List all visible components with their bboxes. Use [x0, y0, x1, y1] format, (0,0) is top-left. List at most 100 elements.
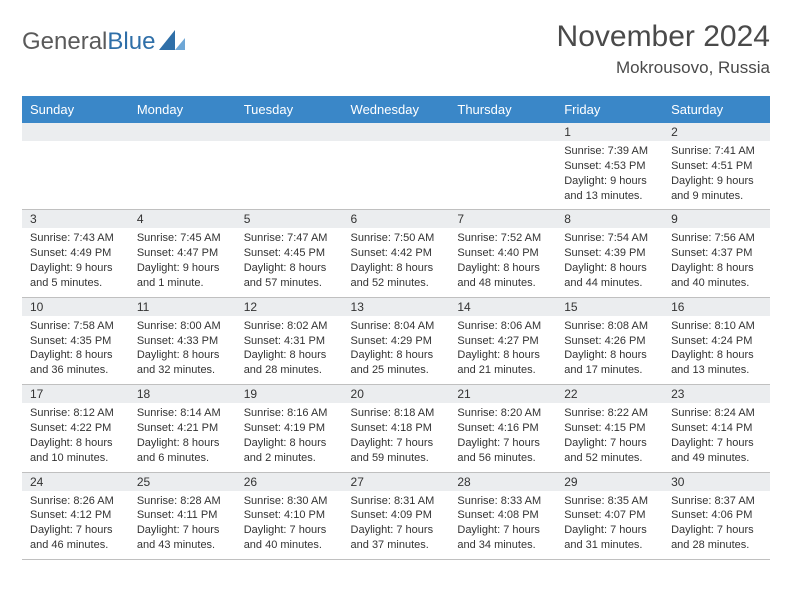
day-line: Sunset: 4:51 PM	[671, 159, 762, 174]
day-line: and 25 minutes.	[351, 363, 442, 378]
day-line: Sunrise: 8:02 AM	[244, 319, 335, 334]
day-line: Sunrise: 8:37 AM	[671, 494, 762, 509]
day-line: Daylight: 9 hours	[137, 261, 228, 276]
day-line: Sunrise: 8:14 AM	[137, 406, 228, 421]
day-line: Sunset: 4:27 PM	[457, 334, 548, 349]
day-header-row: SundayMondayTuesdayWednesdayThursdayFrid…	[22, 96, 770, 123]
day-cell	[129, 141, 236, 210]
day-line: Sunset: 4:15 PM	[564, 421, 655, 436]
day-line: and 46 minutes.	[30, 538, 121, 553]
day-number: 29	[556, 472, 663, 491]
day-line: and 40 minutes.	[244, 538, 335, 553]
day-line: Daylight: 8 hours	[137, 348, 228, 363]
day-cell: Sunrise: 8:02 AMSunset: 4:31 PMDaylight:…	[236, 316, 343, 385]
day-cell: Sunrise: 8:04 AMSunset: 4:29 PMDaylight:…	[343, 316, 450, 385]
day-number: 25	[129, 472, 236, 491]
day-cell: Sunrise: 8:35 AMSunset: 4:07 PMDaylight:…	[556, 491, 663, 560]
day-number: 5	[236, 210, 343, 229]
day-line: and 2 minutes.	[244, 451, 335, 466]
day-header: Tuesday	[236, 96, 343, 123]
day-line: Sunset: 4:53 PM	[564, 159, 655, 174]
day-line: and 21 minutes.	[457, 363, 548, 378]
logo: GeneralBlue	[22, 28, 185, 56]
day-number	[343, 123, 450, 141]
day-header: Wednesday	[343, 96, 450, 123]
logo-word1: General	[22, 28, 107, 55]
day-line: Sunset: 4:42 PM	[351, 246, 442, 261]
day-line: Daylight: 8 hours	[351, 261, 442, 276]
day-line: and 40 minutes.	[671, 276, 762, 291]
day-line: and 6 minutes.	[137, 451, 228, 466]
day-number: 12	[236, 297, 343, 316]
day-line: Sunrise: 7:52 AM	[457, 231, 548, 246]
day-line: Sunset: 4:45 PM	[244, 246, 335, 261]
day-number: 14	[449, 297, 556, 316]
day-line: Daylight: 7 hours	[564, 436, 655, 451]
day-line: and 13 minutes.	[564, 189, 655, 204]
day-line: Daylight: 7 hours	[457, 523, 548, 538]
day-line: Sunrise: 8:28 AM	[137, 494, 228, 509]
day-line: Sunset: 4:14 PM	[671, 421, 762, 436]
day-line: and 57 minutes.	[244, 276, 335, 291]
day-line: Sunrise: 8:22 AM	[564, 406, 655, 421]
day-line: Sunset: 4:21 PM	[137, 421, 228, 436]
day-number: 30	[663, 472, 770, 491]
day-cell: Sunrise: 7:47 AMSunset: 4:45 PMDaylight:…	[236, 228, 343, 297]
day-cell: Sunrise: 8:08 AMSunset: 4:26 PMDaylight:…	[556, 316, 663, 385]
day-line: Sunrise: 8:35 AM	[564, 494, 655, 509]
day-cell	[343, 141, 450, 210]
day-cell: Sunrise: 7:58 AMSunset: 4:35 PMDaylight:…	[22, 316, 129, 385]
day-line: Daylight: 7 hours	[30, 523, 121, 538]
day-number: 4	[129, 210, 236, 229]
day-line: and 56 minutes.	[457, 451, 548, 466]
day-line: Sunrise: 8:08 AM	[564, 319, 655, 334]
page-title: November 2024	[557, 20, 770, 54]
day-content-row: Sunrise: 7:39 AMSunset: 4:53 PMDaylight:…	[22, 141, 770, 210]
day-line: Daylight: 7 hours	[351, 523, 442, 538]
logo-text: GeneralBlue	[22, 28, 155, 56]
day-number: 19	[236, 385, 343, 404]
day-number: 6	[343, 210, 450, 229]
header: GeneralBlue November 2024 Mokrousovo, Ru…	[22, 20, 770, 78]
day-line: Daylight: 8 hours	[244, 436, 335, 451]
day-number: 21	[449, 385, 556, 404]
day-line: and 1 minute.	[137, 276, 228, 291]
day-cell: Sunrise: 7:54 AMSunset: 4:39 PMDaylight:…	[556, 228, 663, 297]
day-line: Sunset: 4:10 PM	[244, 508, 335, 523]
day-line: and 52 minutes.	[351, 276, 442, 291]
day-line: Daylight: 8 hours	[671, 348, 762, 363]
day-line: Sunrise: 8:10 AM	[671, 319, 762, 334]
day-cell: Sunrise: 7:50 AMSunset: 4:42 PMDaylight:…	[343, 228, 450, 297]
day-line: Sunset: 4:31 PM	[244, 334, 335, 349]
day-number: 3	[22, 210, 129, 229]
day-line: and 32 minutes.	[137, 363, 228, 378]
day-line: and 36 minutes.	[30, 363, 121, 378]
day-number: 7	[449, 210, 556, 229]
day-cell: Sunrise: 8:28 AMSunset: 4:11 PMDaylight:…	[129, 491, 236, 560]
day-line: Sunrise: 8:30 AM	[244, 494, 335, 509]
day-line: Sunset: 4:40 PM	[457, 246, 548, 261]
day-number	[129, 123, 236, 141]
day-line: Daylight: 8 hours	[457, 261, 548, 276]
day-line: Sunrise: 8:20 AM	[457, 406, 548, 421]
day-line: Sunset: 4:39 PM	[564, 246, 655, 261]
day-number-row: 17181920212223	[22, 385, 770, 404]
day-line: Daylight: 7 hours	[564, 523, 655, 538]
day-number: 23	[663, 385, 770, 404]
calendar-table: SundayMondayTuesdayWednesdayThursdayFrid…	[22, 96, 770, 560]
day-line: Daylight: 7 hours	[457, 436, 548, 451]
day-number: 24	[22, 472, 129, 491]
day-number: 16	[663, 297, 770, 316]
day-line: Daylight: 8 hours	[564, 348, 655, 363]
day-line: and 10 minutes.	[30, 451, 121, 466]
day-line: Sunrise: 7:41 AM	[671, 144, 762, 159]
day-line: Sunrise: 8:06 AM	[457, 319, 548, 334]
day-line: and 37 minutes.	[351, 538, 442, 553]
day-line: Sunset: 4:16 PM	[457, 421, 548, 436]
day-line: and 43 minutes.	[137, 538, 228, 553]
day-content-row: Sunrise: 8:26 AMSunset: 4:12 PMDaylight:…	[22, 491, 770, 560]
day-line: Daylight: 8 hours	[30, 436, 121, 451]
day-line: Daylight: 8 hours	[137, 436, 228, 451]
day-number: 27	[343, 472, 450, 491]
triangle-icon	[159, 30, 185, 55]
